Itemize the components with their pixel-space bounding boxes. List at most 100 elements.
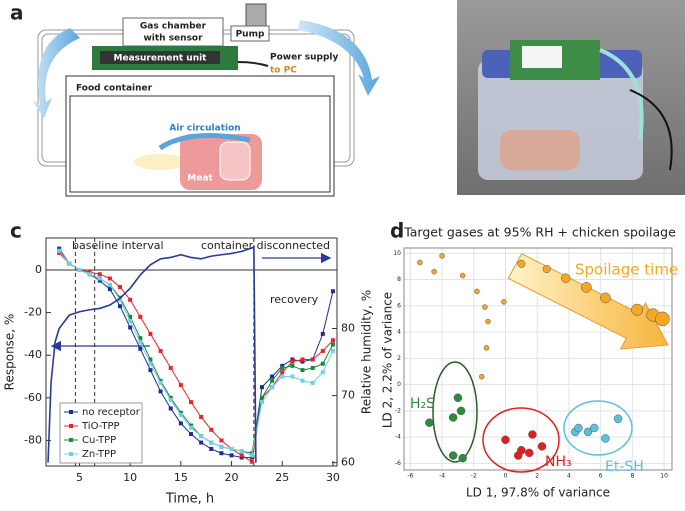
data-point (249, 455, 254, 460)
data-point (77, 267, 82, 272)
y2-tick-label: 80 (341, 322, 355, 335)
photo (457, 0, 685, 195)
data-point (118, 297, 123, 302)
y-tick-label: -4 (395, 434, 401, 441)
x-axis-label: LD 1, 97.8% of variance (466, 486, 610, 500)
series-line (47, 245, 257, 463)
data-point (178, 410, 183, 415)
data-point (574, 423, 583, 433)
diagram-label: Measurement unit (114, 54, 208, 64)
data-point (300, 357, 305, 362)
y-tick-label: 6 (397, 302, 401, 309)
cluster-ellipse (432, 361, 478, 463)
data-point (107, 276, 112, 281)
data-point (229, 446, 234, 451)
y-axis-label: Response, % (3, 314, 17, 391)
data-point (199, 434, 204, 439)
y-tick-label: -6 (395, 460, 401, 467)
data-point (459, 272, 466, 279)
legend-label: TiO-TPP (81, 421, 120, 432)
data-point (219, 451, 224, 456)
y-tick-label: -2 (395, 407, 401, 414)
data-point (290, 357, 295, 362)
y-tick-label: -20 (24, 306, 42, 319)
data-point (209, 427, 214, 432)
x-tick-label: 10 (660, 473, 668, 480)
data-point (561, 273, 571, 283)
y-tick-label: 4 (397, 329, 401, 336)
legend-label: Zn-TPP (82, 449, 116, 460)
data-point (513, 451, 523, 460)
data-point (199, 440, 204, 445)
data-point (67, 261, 72, 266)
data-point (290, 374, 295, 379)
series-label: Spoilage time (575, 261, 678, 279)
series-label: Et-SH (605, 459, 644, 475)
data-point (310, 357, 315, 362)
data-point (219, 444, 224, 449)
diagram-label: Food container (76, 84, 153, 94)
data-point (178, 412, 183, 417)
x-tick-label: 30 (326, 471, 340, 484)
y-tick-label: 10 (393, 250, 401, 257)
data-point (178, 421, 183, 426)
diagram-label: Meat (187, 174, 213, 184)
x-tick-label: 8 (630, 473, 634, 480)
y2-axis-label: Relative humidity, % (360, 290, 374, 414)
data-point (320, 348, 325, 353)
data-point (199, 414, 204, 419)
x-tick-label: -2 (471, 473, 477, 480)
spoilage-arrow (507, 253, 669, 350)
data-point (483, 345, 490, 351)
data-point (128, 314, 133, 319)
data-point (118, 285, 123, 290)
x-tick-label: 15 (174, 471, 188, 484)
data-point (528, 430, 537, 439)
diagram-label: with sensor (143, 34, 203, 44)
data-point (300, 368, 305, 373)
diagram-label: Power supply (270, 53, 339, 63)
legend-box (59, 402, 143, 464)
series-line (58, 248, 334, 458)
x-tick-label: 10 (123, 471, 137, 484)
x-tick-label: 5 (76, 471, 83, 484)
data-point (320, 361, 325, 366)
data-point (439, 253, 445, 259)
annotation: recovery (270, 293, 319, 306)
legend-marker (69, 438, 73, 442)
plot-frame (403, 247, 673, 471)
diagram-label: Air circulation (169, 124, 240, 134)
data-point (188, 432, 193, 437)
data-point (209, 446, 214, 451)
data-point (453, 393, 463, 403)
x-tick-label: 0 (504, 473, 508, 480)
data-point (168, 395, 173, 400)
data-point (330, 338, 335, 343)
data-point (138, 340, 143, 345)
data-point (310, 365, 315, 370)
annotation: baseline interval (72, 239, 164, 252)
data-point (517, 259, 526, 268)
data-point (290, 359, 295, 364)
data-point (107, 282, 112, 287)
data-point (300, 359, 305, 364)
data-point (188, 425, 193, 430)
data-point (474, 288, 480, 295)
data-point (259, 385, 264, 390)
data-point (97, 276, 102, 281)
y-tick-label: -80 (24, 433, 42, 446)
y-tick-label: -40 (24, 348, 42, 361)
data-point (655, 311, 670, 327)
data-point (158, 380, 163, 385)
data-point (128, 319, 133, 324)
data-point (320, 331, 325, 336)
data-point (631, 303, 644, 316)
data-point (148, 368, 153, 373)
data-point (320, 370, 325, 375)
data-point (458, 453, 467, 463)
data-point (583, 427, 593, 437)
y2-tick-label: 60 (341, 456, 355, 469)
data-point (478, 373, 485, 380)
data-point (168, 365, 173, 370)
